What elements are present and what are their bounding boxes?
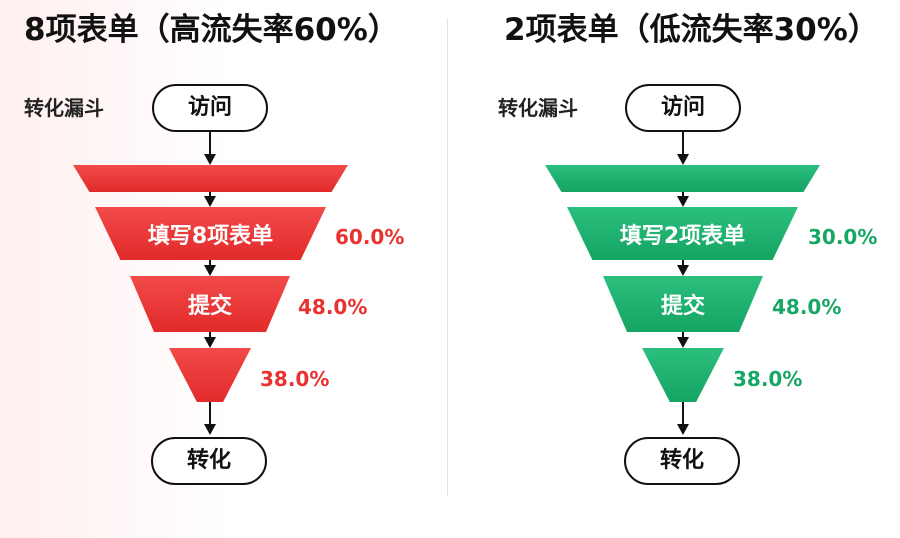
left-arrowhead [204, 265, 216, 276]
right-funnel-stage-1 [545, 165, 820, 192]
left-funnel-label: 转化漏斗 [24, 96, 104, 120]
left-arrowhead [204, 424, 216, 435]
right-connector [682, 260, 684, 266]
left-connector [209, 260, 211, 266]
left-start-node: 访问 [152, 84, 268, 132]
right-arrowhead [677, 196, 689, 207]
panel-divider [447, 18, 448, 496]
right-arrowhead [677, 265, 689, 276]
left-stage-3-rate: 48.0% [298, 295, 368, 319]
right-stage-4-rate: 38.0% [733, 367, 803, 391]
left-arrowhead [204, 337, 216, 348]
right-arrowhead [677, 424, 689, 435]
right-start-node: 访问 [625, 84, 741, 132]
left-stage-4-rate: 38.0% [260, 367, 330, 391]
left-stage-2-rate: 60.0% [335, 225, 405, 249]
left-funnel-stage-1 [73, 165, 348, 192]
right-stage-2-label: 填写2项表单 [619, 223, 746, 249]
left-stage-2-label: 填写8项表单 [147, 223, 274, 249]
right-connector [682, 332, 684, 338]
right-arrowhead [677, 154, 689, 165]
right-connector [682, 402, 684, 426]
left-connector [209, 402, 211, 426]
right-funnel-stage-4 [642, 348, 724, 402]
right-title: 2项表单（低流失率30%） [504, 12, 879, 48]
left-funnel-stage-3: 提交 [130, 276, 290, 332]
left-arrowhead [204, 196, 216, 207]
left-connector [209, 192, 211, 197]
right-funnel-label: 转化漏斗 [498, 96, 578, 120]
left-end-node: 转化 [151, 437, 267, 485]
left-connector [209, 332, 211, 338]
right-connector [682, 132, 684, 156]
left-arrowhead [204, 154, 216, 165]
left-stage-3-label: 提交 [187, 294, 232, 319]
right-stage-3-label: 提交 [660, 294, 705, 319]
left-title: 8项表单（高流失率60%） [24, 12, 399, 48]
right-funnel-stage-3: 提交 [603, 276, 763, 332]
right-stage-2-rate: 30.0% [808, 225, 878, 249]
right-arrowhead [677, 337, 689, 348]
right-end-node: 转化 [624, 437, 740, 485]
right-connector [682, 192, 684, 197]
left-funnel-stage-2: 填写8项表单 [95, 207, 326, 260]
right-stage-3-rate: 48.0% [772, 295, 842, 319]
right-funnel-stage-2: 填写2项表单 [567, 207, 798, 260]
left-connector [209, 132, 211, 156]
